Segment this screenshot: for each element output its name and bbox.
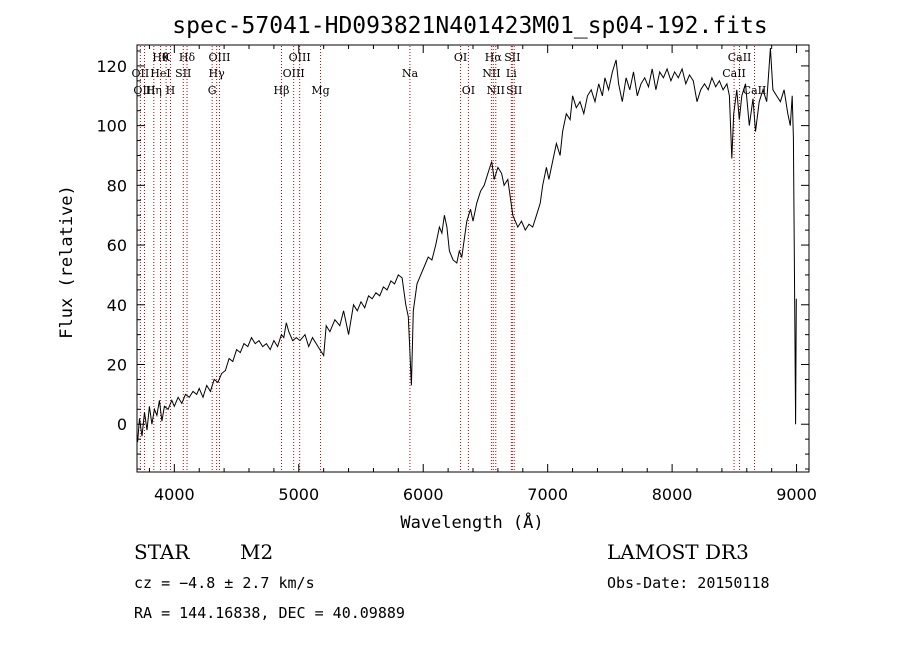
spectral-line-label: Na xyxy=(402,67,419,80)
y-tick-label: 120 xyxy=(96,57,127,76)
x-axis-label: Wavelength (Å) xyxy=(400,511,543,533)
spectral-line-label: NII xyxy=(482,67,500,80)
spectral-line-label: CaII xyxy=(722,67,746,80)
spectral-line-label: OIII xyxy=(289,51,311,64)
spectral-line-label: SII xyxy=(504,51,520,64)
x-tick-label: 5000 xyxy=(278,485,319,504)
chart-title: spec-57041-HD093821N401423M01_sp04-192.f… xyxy=(172,13,767,39)
obs-date: Obs-Date: 20150118 xyxy=(607,574,770,592)
x-tick-label: 8000 xyxy=(652,485,693,504)
y-tick-label: 80 xyxy=(107,176,127,195)
object-class: STAR xyxy=(134,540,190,564)
spectral-line-label: Hη xyxy=(146,84,162,97)
spectral-line-label: OI xyxy=(454,51,467,64)
y-tick-label: 100 xyxy=(96,117,127,136)
x-tick-label: 4000 xyxy=(154,485,195,504)
spectral-line-label: OIII xyxy=(208,51,230,64)
coordinates: RA = 144.16838, DEC = 40.09889 xyxy=(134,604,405,622)
x-tick-label: 7000 xyxy=(527,485,568,504)
spectral-line-label: Hβ xyxy=(274,84,290,97)
spectral-line-label: HeI xyxy=(150,67,170,80)
y-tick-label: 60 xyxy=(107,236,127,255)
spectral-line-label: SII xyxy=(175,67,191,80)
spectral-line-label: H xyxy=(166,84,176,97)
spectral-line-label: Hγ xyxy=(209,67,226,80)
spectral-line-label: OIII xyxy=(133,84,155,97)
y-tick-label: 20 xyxy=(107,356,127,375)
spectral-line-label: G xyxy=(208,84,217,97)
x-tick-label: 6000 xyxy=(403,485,444,504)
spectral-line-label: SII xyxy=(506,84,522,97)
spectral-line-label: K xyxy=(162,51,171,64)
spectral-line-label: Hδ xyxy=(179,51,196,64)
spectral-line-labels: OIIOIIIHηHθHeIKHSIIHδGHγOIIIHβOIIIOIIIMg… xyxy=(132,51,767,97)
plot-frame xyxy=(136,44,810,473)
spectral-line-label: CaII xyxy=(743,84,767,97)
object-subclass: M2 xyxy=(240,540,274,564)
y-tick-label: 40 xyxy=(107,296,127,315)
y-tick-label: 0 xyxy=(117,415,127,434)
axis-ticks: 4000 5000 6000 7000 8000 9000 0 20 40 60 80 100 120 xyxy=(96,45,817,504)
survey-name: LAMOST DR3 xyxy=(607,540,749,564)
flux-series-line xyxy=(137,47,797,443)
spectral-line-label: CaII xyxy=(728,51,752,64)
spectral-lines xyxy=(139,46,755,471)
spectral-line-label: Mg xyxy=(311,84,329,97)
x-tick-label: 9000 xyxy=(776,485,817,504)
spectral-line-label: Hα xyxy=(485,51,503,64)
spectral-line-label: OII xyxy=(132,67,150,80)
y-axis-label: Flux (relative) xyxy=(57,185,77,339)
spectral-line-label: OIII xyxy=(283,67,305,80)
redshift-info: cz = −4.8 ± 2.7 km/s xyxy=(134,574,315,592)
spectral-line-label: Hθ xyxy=(152,51,169,64)
spectral-line-label: OI xyxy=(462,84,475,97)
spectral-line-label: Li xyxy=(506,67,517,80)
spectral-line-label: NII xyxy=(487,84,505,97)
